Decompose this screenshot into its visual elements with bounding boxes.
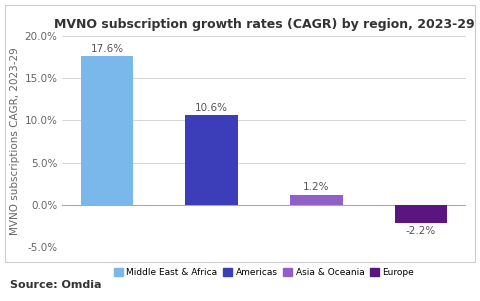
Bar: [290, 194, 343, 205]
Text: 10.6%: 10.6%: [195, 103, 228, 113]
Bar: [395, 205, 447, 223]
Text: 17.6%: 17.6%: [90, 44, 123, 54]
Bar: [185, 115, 238, 205]
Title: MVNO subscription growth rates (CAGR) by region, 2023-29: MVNO subscription growth rates (CAGR) by…: [54, 18, 474, 31]
Text: -2.2%: -2.2%: [406, 226, 436, 236]
Legend: Middle East & Africa, Americas, Asia & Oceania, Europe: Middle East & Africa, Americas, Asia & O…: [114, 268, 414, 277]
Y-axis label: MVNO subscriptions CAGR, 2023-29: MVNO subscriptions CAGR, 2023-29: [11, 48, 20, 235]
Bar: [81, 56, 133, 205]
Text: 1.2%: 1.2%: [303, 182, 330, 192]
Text: Source: Omdia: Source: Omdia: [10, 280, 101, 290]
